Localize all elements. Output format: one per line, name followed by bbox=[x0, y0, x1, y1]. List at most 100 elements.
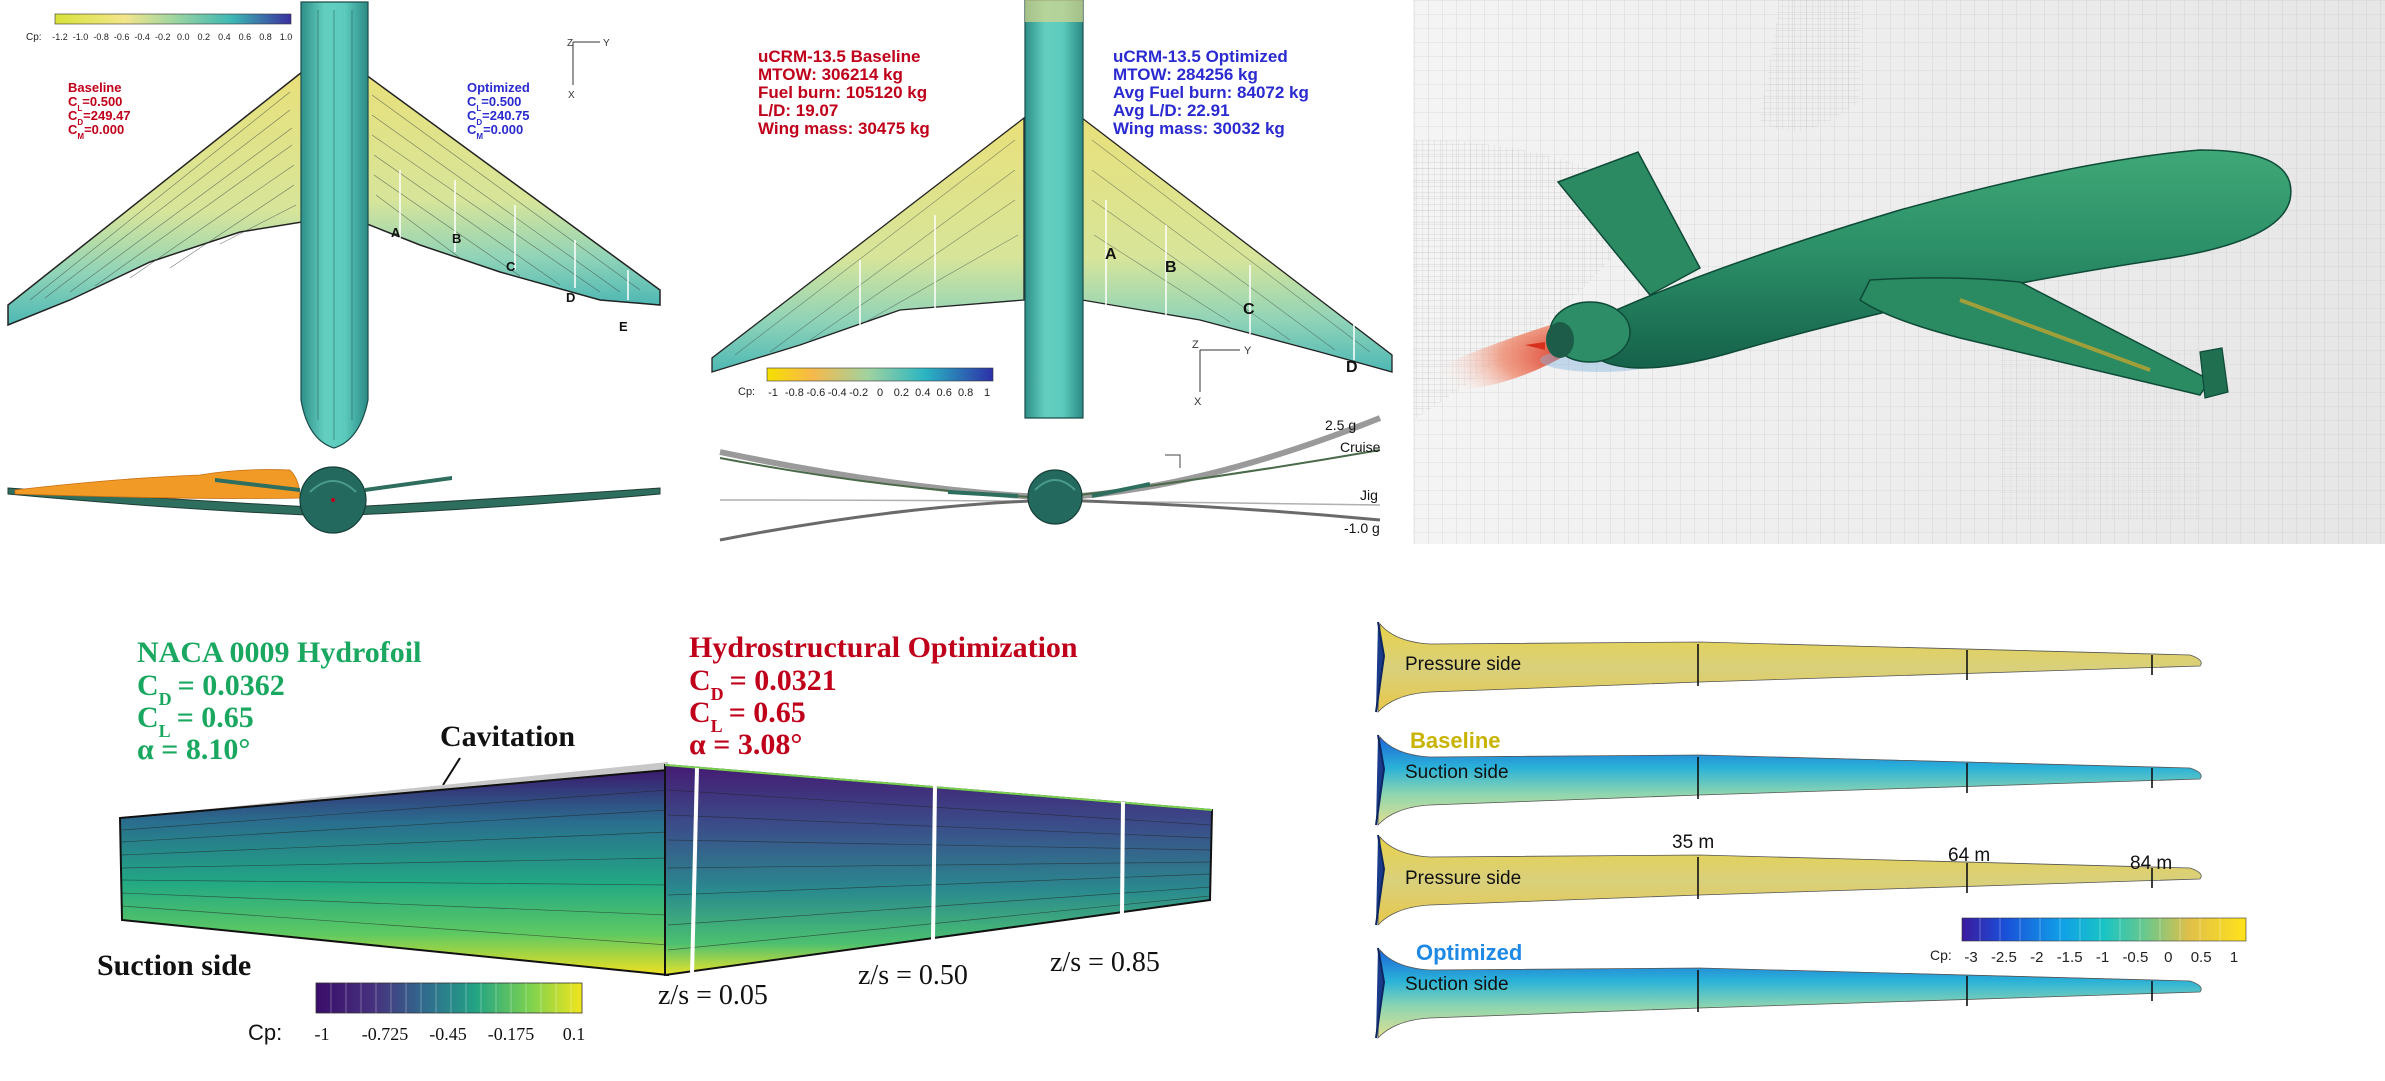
panel5-colorbar bbox=[1961, 917, 2247, 942]
blade-baseline-suction-root bbox=[1375, 734, 1386, 826]
panel5-station-35m: 35 m bbox=[1672, 832, 1714, 853]
panel2-colorbar-label: Cp: bbox=[738, 386, 755, 398]
panel4-left-title: NACA 0009 Hydrofoil bbox=[137, 636, 421, 669]
panel2-optimized-wingmass: Wing mass: 30032 kg bbox=[1113, 119, 1285, 138]
panel-turbine-blades: Pressure side Suction side Pressure side… bbox=[1375, 621, 2247, 1040]
panel1-colorbar-tick: -1.2 bbox=[52, 32, 68, 42]
panel1-station-d: D bbox=[566, 290, 575, 305]
panel4-station-050: z/s = 0.50 bbox=[858, 960, 968, 991]
panel5-colorbar-tick: -0.5 bbox=[2122, 949, 2148, 966]
panel2-right-wing bbox=[1081, 116, 1393, 373]
panel2-baseline-fuel: Fuel burn: 105120 kg bbox=[758, 83, 927, 102]
panel2-fuselage-nose bbox=[1025, 0, 1083, 22]
panel5-colorbar-ticks: -3 -2.5 -2 -1.5 -1 -0.5 0 0.5 1 bbox=[1964, 949, 2238, 966]
panel3-fuselage bbox=[1589, 149, 2292, 369]
panel2-baseline-wingmass: Wing mass: 30475 kg bbox=[758, 119, 930, 138]
panel1-colorbar-tick: 1.0 bbox=[280, 32, 293, 42]
panel4-right-cd: CD = 0.0321 bbox=[689, 664, 837, 704]
panel2-optimized-mtow: MTOW: 284256 kg bbox=[1113, 65, 1258, 84]
panel2-left-wing bbox=[711, 116, 1025, 373]
panel2-axis-z: Z bbox=[1192, 339, 1199, 351]
panel2-colorbar-ticks: -1 -0.8 -0.6 -0.4 -0.2 0 0.2 0.4 0.6 0.8 1 bbox=[768, 387, 990, 399]
panel5-pressure-side-1: Pressure side bbox=[1405, 654, 1521, 675]
panel4-suction-side-label: Suction side bbox=[97, 949, 251, 982]
panel2-baseline-title: uCRM-13.5 Baseline bbox=[758, 47, 921, 66]
panel2-colorbar-tick: 0.8 bbox=[958, 387, 973, 399]
panel-ucrm: A B C D uCRM-13.5 Baseline MTOW: 306214 … bbox=[711, 0, 1393, 542]
panel5-colorbar-tick: -1.5 bbox=[2057, 949, 2083, 966]
panel2-colorbar-tick: 0 bbox=[877, 387, 883, 399]
panel5-colorbar-tick: 0 bbox=[2164, 949, 2172, 966]
panel2-axis-triad bbox=[1199, 349, 1240, 392]
panel2-axis-x: X bbox=[1194, 396, 1202, 408]
panel1-colorbar-tick: -0.2 bbox=[155, 32, 171, 42]
panel5-colorbar-tick: 1 bbox=[2230, 949, 2238, 966]
panel2-baseline-ld: L/D: 19.07 bbox=[758, 101, 838, 120]
panel1-baseline-title: Baseline bbox=[68, 80, 121, 95]
panel2-colorbar-tick: -0.4 bbox=[828, 387, 847, 399]
panel2-optimized-block: uCRM-13.5 Optimized MTOW: 284256 kg Avg … bbox=[1113, 47, 1309, 138]
panel2-optimized-ld: Avg L/D: 22.91 bbox=[1113, 101, 1230, 120]
panel4-colorbar-tick: -0.725 bbox=[362, 1024, 409, 1044]
panel4-colorbar-tick: 0.1 bbox=[563, 1024, 586, 1044]
panel1-colorbar-tick: -0.8 bbox=[93, 32, 109, 42]
panel4-left-cd: CD = 0.0362 bbox=[137, 669, 285, 709]
panel3-winglet bbox=[2199, 347, 2229, 399]
panel5-colorbar-tick: -2.5 bbox=[1991, 949, 2017, 966]
panel2-contours bbox=[734, 139, 1371, 356]
panel-hydrofoil: NACA 0009 Hydrofoil CD = 0.0362 CL = 0.65 … bbox=[97, 631, 1214, 1045]
panel2-baseline-mtow: MTOW: 306214 kg bbox=[758, 65, 903, 84]
panel1-station-c: C bbox=[506, 259, 516, 274]
panel2-colorbar-tick: 0.2 bbox=[894, 387, 909, 399]
panel2-station-b: B bbox=[1165, 259, 1177, 276]
panel1-axis-y: Y bbox=[603, 38, 610, 49]
panel1-front-view bbox=[7, 466, 661, 534]
panel1-baseline-cm: CM=0.000 bbox=[68, 122, 124, 141]
panel2-baseline-block: uCRM-13.5 Baseline MTOW: 306214 kg Fuel … bbox=[758, 47, 930, 138]
panel5-suction-side-1: Suction side bbox=[1405, 762, 1509, 783]
panel4-right-alpha: α = 3.08° bbox=[689, 728, 802, 761]
panel2-colorbar bbox=[766, 367, 994, 382]
panel1-axis-z: Z bbox=[567, 38, 573, 49]
panel2-label-jig: Jig bbox=[1360, 487, 1378, 503]
panel4-colorbar-ticks: -1 -0.725 -0.45 -0.175 0.1 bbox=[315, 1024, 586, 1044]
panel2-fuselage bbox=[1024, 0, 1084, 419]
panel5-colorbar-tick: -1 bbox=[2096, 949, 2109, 966]
panel2-label-minus1g: -1.0 g bbox=[1344, 520, 1380, 536]
panel2-colorbar-tick: -0.8 bbox=[785, 387, 804, 399]
panel1-baseline-cl: CL=0.500 bbox=[68, 94, 122, 113]
panel1-right-wing bbox=[361, 70, 661, 306]
panel4-left-alpha: α = 8.10° bbox=[137, 733, 250, 766]
blade-optimized-suction-root bbox=[1375, 947, 1386, 1039]
panel2-label-2.5g: 2.5 g bbox=[1325, 417, 1356, 433]
panel5-pressure-side-2: Pressure side bbox=[1405, 868, 1521, 889]
blade-optimized-pressure bbox=[1377, 835, 2202, 927]
panel2-station-a: A bbox=[1105, 246, 1117, 263]
panel4-station-085: z/s = 0.85 bbox=[1050, 947, 1160, 978]
panel3-exhaust-plume bbox=[1430, 322, 1575, 391]
panel4-colorbar-label: Cp: bbox=[248, 1020, 282, 1045]
panel1-station-e: E bbox=[619, 319, 628, 334]
blade-optimized-pressure-root bbox=[1375, 834, 1386, 926]
panel4-baseline-foil bbox=[118, 768, 669, 977]
panel1-optimized-cd: CD=240.75 bbox=[467, 108, 530, 127]
panel1-colorbar-tick: 0.4 bbox=[218, 32, 231, 42]
panel1-left-wing bbox=[7, 70, 303, 327]
panel1-colorbar-tick: 0.8 bbox=[259, 32, 272, 42]
panel5-colorbar-label: Cp: bbox=[1930, 947, 1952, 963]
panel1-colorbar-tick: 0.0 bbox=[177, 32, 190, 42]
panel5-colorbar-tick: 0.5 bbox=[2191, 949, 2212, 966]
panel3-vertical-tail bbox=[1556, 151, 1702, 296]
panel4-right-title: Hydrostructural Optimization bbox=[689, 631, 1078, 664]
panel1-station-a: A bbox=[391, 225, 401, 240]
panel4-cavitation-pointer bbox=[442, 757, 461, 786]
panel1-colorbar bbox=[54, 13, 292, 25]
panel1-fuselage-contours bbox=[317, 10, 353, 440]
panel-mesh-aircraft bbox=[1413, 0, 2385, 544]
panel1-section-lines bbox=[399, 170, 629, 300]
panel2-colorbar-tick: 0.4 bbox=[915, 387, 930, 399]
panel1-baseline-cd: CD=249.47 bbox=[68, 108, 131, 127]
panel5-station-64m: 64 m bbox=[1948, 845, 1990, 866]
panel1-colorbar-tick: -0.6 bbox=[114, 32, 130, 42]
